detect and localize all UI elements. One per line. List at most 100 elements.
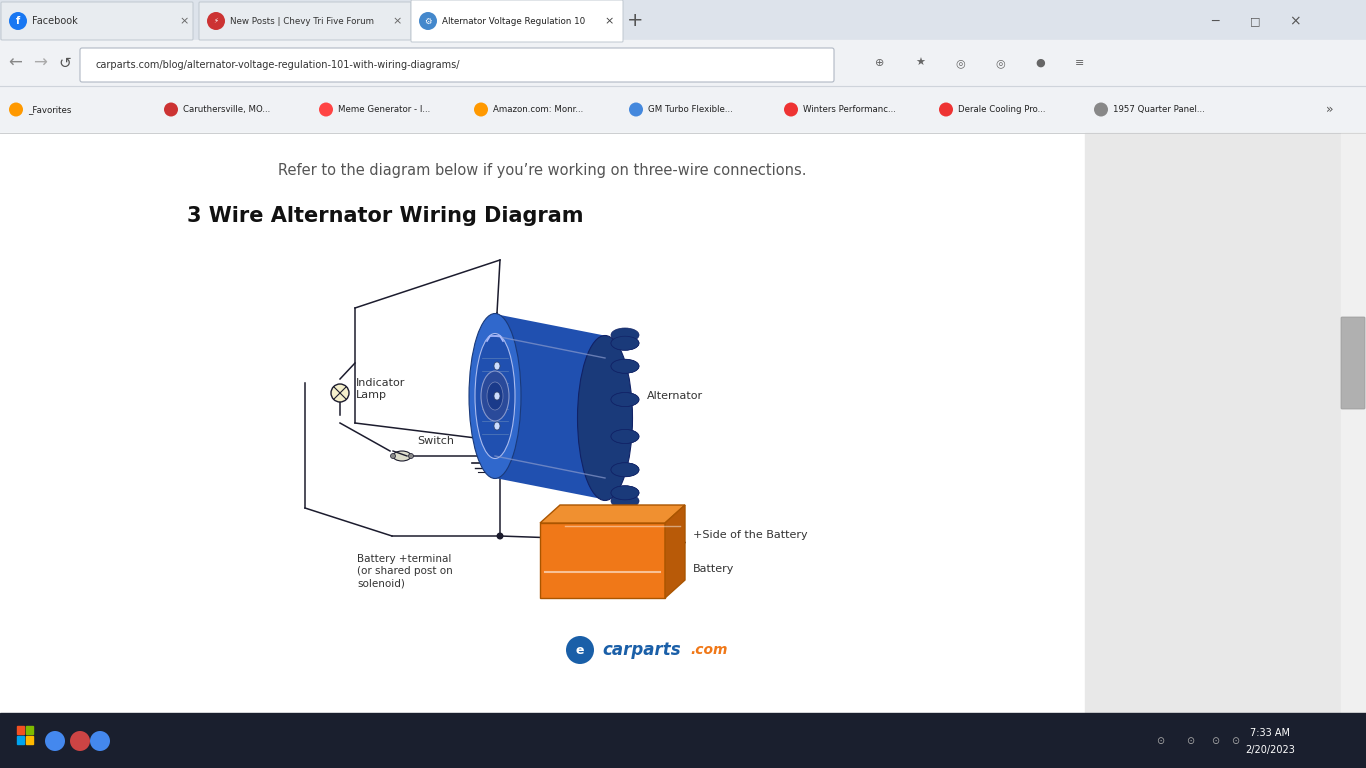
Text: +: + <box>627 12 643 31</box>
Text: Meme Generator - I...: Meme Generator - I... <box>337 105 430 114</box>
Text: ⊙: ⊙ <box>1231 736 1239 746</box>
Text: □: □ <box>1250 16 1261 26</box>
Ellipse shape <box>488 382 503 410</box>
Text: +Side of the Battery: +Side of the Battery <box>693 529 807 539</box>
Text: Facebook: Facebook <box>31 16 78 26</box>
Text: _Favorites: _Favorites <box>27 105 71 114</box>
Circle shape <box>496 532 504 539</box>
Ellipse shape <box>469 313 520 478</box>
Text: New Posts | Chevy Tri Five Forum: New Posts | Chevy Tri Five Forum <box>229 16 374 25</box>
Text: ●: ● <box>1035 58 1045 68</box>
Bar <box>0 0 1366 40</box>
Ellipse shape <box>611 463 639 477</box>
Text: →: → <box>33 54 46 72</box>
Text: e: e <box>575 644 585 657</box>
Text: ≡: ≡ <box>1075 58 1085 68</box>
Text: ×: × <box>604 16 613 26</box>
Text: .com: .com <box>690 643 728 657</box>
Bar <box>0 713 1366 768</box>
Text: ⊙: ⊙ <box>1186 736 1194 746</box>
Bar <box>1341 133 1366 713</box>
Text: 1957 Quarter Panel...: 1957 Quarter Panel... <box>1113 105 1205 114</box>
Circle shape <box>419 12 437 30</box>
Text: ←: ← <box>8 54 22 72</box>
Polygon shape <box>540 505 684 523</box>
Circle shape <box>391 453 396 458</box>
Ellipse shape <box>611 392 639 406</box>
Text: ⊙: ⊙ <box>1210 736 1218 746</box>
Text: ◎: ◎ <box>955 58 964 68</box>
Circle shape <box>331 384 348 402</box>
Circle shape <box>1094 102 1108 117</box>
Text: Refer to the diagram below if you’re working on three-wire connections.: Refer to the diagram below if you’re wor… <box>277 164 806 178</box>
Ellipse shape <box>393 451 411 461</box>
FancyBboxPatch shape <box>411 0 623 42</box>
Text: 3 Wire Alternator Wiring Diagram: 3 Wire Alternator Wiring Diagram <box>187 206 583 226</box>
Text: f: f <box>16 16 20 26</box>
Circle shape <box>474 102 488 117</box>
Bar <box>16 726 25 734</box>
Bar <box>16 736 25 744</box>
Circle shape <box>164 102 178 117</box>
Text: Amazon.com: Monr...: Amazon.com: Monr... <box>493 105 583 114</box>
Text: ⊙: ⊙ <box>1156 736 1164 746</box>
Ellipse shape <box>611 328 639 342</box>
Text: Indicator
Lamp: Indicator Lamp <box>357 378 406 400</box>
Ellipse shape <box>611 429 639 443</box>
Text: Battery: Battery <box>693 564 735 574</box>
Circle shape <box>10 12 27 30</box>
Text: carparts: carparts <box>602 641 680 659</box>
FancyBboxPatch shape <box>1 2 193 40</box>
Circle shape <box>784 102 798 117</box>
Text: Winters Performanc...: Winters Performanc... <box>803 105 896 114</box>
Polygon shape <box>665 505 684 598</box>
Ellipse shape <box>611 486 639 500</box>
Bar <box>1085 133 1366 713</box>
Text: »: » <box>1326 103 1333 116</box>
FancyBboxPatch shape <box>199 2 411 40</box>
Text: Derale Cooling Pro...: Derale Cooling Pro... <box>958 105 1045 114</box>
Circle shape <box>90 731 111 751</box>
Ellipse shape <box>611 463 639 477</box>
Text: Alternator Voltage Regulation 10: Alternator Voltage Regulation 10 <box>443 16 585 25</box>
Text: Battery +terminal
(or shared post on
solenoid): Battery +terminal (or shared post on sol… <box>357 554 452 589</box>
Text: ×: × <box>392 16 402 26</box>
Ellipse shape <box>494 362 500 370</box>
Circle shape <box>628 102 643 117</box>
Circle shape <box>10 102 23 117</box>
Ellipse shape <box>475 333 515 458</box>
Text: ×: × <box>1290 14 1300 28</box>
Text: ↺: ↺ <box>59 55 71 71</box>
Ellipse shape <box>494 392 500 400</box>
Text: ─: ─ <box>1212 15 1218 28</box>
Circle shape <box>45 731 66 751</box>
Circle shape <box>938 102 953 117</box>
Ellipse shape <box>611 336 639 350</box>
Circle shape <box>70 731 90 751</box>
Text: ⚡: ⚡ <box>213 18 219 24</box>
Bar <box>0 86 1366 133</box>
Text: ◎: ◎ <box>994 58 1005 68</box>
Ellipse shape <box>611 486 639 500</box>
Ellipse shape <box>611 392 639 406</box>
Text: Switch: Switch <box>417 436 454 446</box>
Bar <box>26 736 33 744</box>
Ellipse shape <box>578 336 632 501</box>
Ellipse shape <box>494 422 500 430</box>
Circle shape <box>320 102 333 117</box>
Text: ⚙: ⚙ <box>425 16 432 25</box>
Bar <box>0 40 1366 86</box>
Circle shape <box>208 12 225 30</box>
Ellipse shape <box>611 359 639 373</box>
FancyBboxPatch shape <box>81 48 835 82</box>
Bar <box>0 133 1085 713</box>
Text: carparts.com/blog/alternator-voltage-regulation-101-with-wiring-diagrams/: carparts.com/blog/alternator-voltage-reg… <box>96 60 460 70</box>
FancyBboxPatch shape <box>1341 317 1365 409</box>
Text: 7:33 AM: 7:33 AM <box>1250 728 1290 738</box>
Ellipse shape <box>611 429 639 443</box>
Circle shape <box>566 636 594 664</box>
Bar <box>26 726 33 734</box>
Polygon shape <box>540 523 665 598</box>
Text: Alternator: Alternator <box>647 391 703 401</box>
Ellipse shape <box>611 336 639 350</box>
